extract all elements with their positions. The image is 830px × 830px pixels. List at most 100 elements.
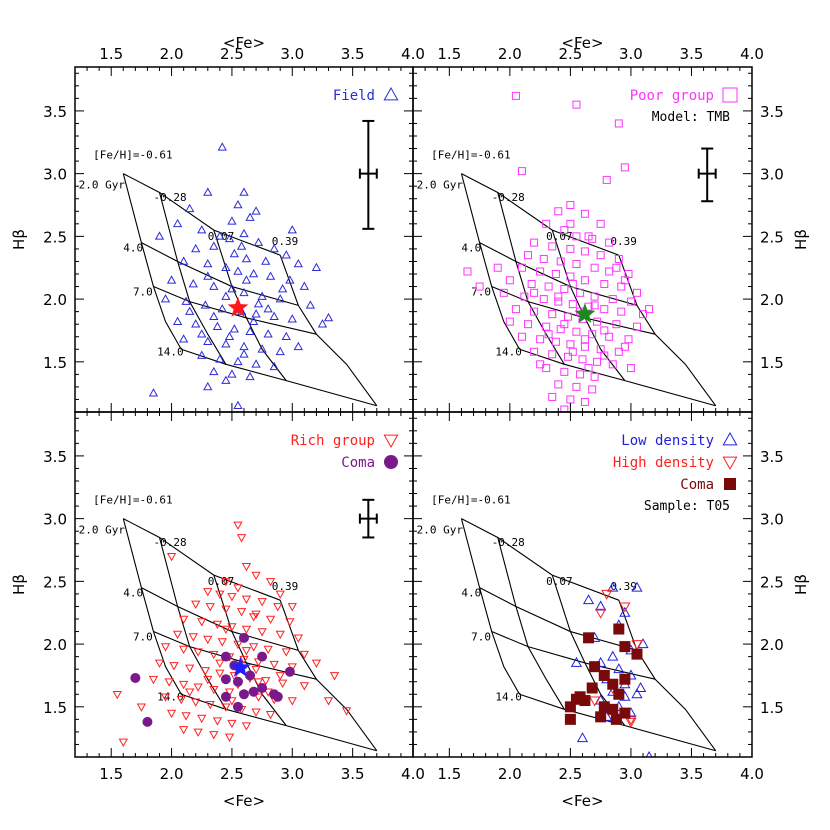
x-tick-label: 4.0 (401, 45, 425, 63)
data-point (580, 276, 589, 285)
data-point (560, 226, 569, 235)
data-point (293, 258, 303, 268)
data-point (197, 714, 207, 724)
data-point (564, 713, 576, 725)
x-axis-title-bottom-right: <Fe> (561, 792, 603, 810)
data-point (493, 263, 502, 272)
metallicity-label: [Fe/H]=-0.61 (431, 494, 510, 507)
data-point (221, 262, 231, 272)
data-point (257, 683, 268, 693)
y-tick-label: 2.0 (43, 636, 67, 654)
data-point (220, 674, 231, 685)
x-tick-label: 2.5 (220, 765, 244, 783)
data-point (287, 225, 297, 234)
age-line (141, 242, 299, 306)
legend-marker (722, 87, 738, 103)
data-point (203, 588, 213, 597)
panel-t05: [Fe/H]=-0.61-0.280.07 0.392.0 Gyr4.07.014… (412, 411, 810, 783)
y-tick-label: 1.5 (43, 699, 67, 717)
data-point (568, 347, 577, 356)
data-point (539, 254, 548, 263)
data-point (600, 351, 609, 360)
data-point (263, 329, 273, 338)
data-point (635, 681, 647, 692)
data-point (617, 307, 626, 316)
data-point (277, 679, 288, 689)
data-point (602, 175, 611, 184)
data-point (631, 648, 643, 660)
data-point (212, 717, 223, 726)
data-point (645, 305, 654, 314)
data-point (249, 268, 259, 278)
data-point (215, 231, 225, 240)
data-point (193, 648, 203, 657)
data-point (191, 243, 201, 253)
data-point (154, 231, 165, 240)
series-coma (130, 632, 295, 727)
data-point (188, 633, 198, 642)
data-point (241, 563, 252, 572)
data-point (619, 673, 631, 685)
metallicity-label: 0.07 (208, 575, 235, 588)
data-point (463, 267, 472, 276)
data-point (590, 292, 599, 301)
data-point (233, 266, 243, 275)
data-point (299, 650, 310, 660)
age-line (153, 286, 317, 335)
age-label: 7.0 (471, 285, 491, 298)
data-point (576, 370, 585, 379)
data-point (178, 256, 189, 265)
data-point (263, 645, 273, 655)
data-point (227, 216, 237, 225)
data-point (245, 371, 255, 381)
data-point (221, 578, 231, 587)
x-tick-label: 2.5 (220, 45, 244, 63)
data-point (524, 320, 533, 329)
data-point (517, 167, 526, 176)
data-point (626, 297, 635, 306)
data-point (229, 248, 239, 258)
data-point (178, 680, 189, 690)
data-point (517, 332, 526, 341)
age-label: 2.0 Gyr (417, 179, 464, 192)
data-point (253, 678, 264, 687)
data-point (560, 405, 569, 412)
data-point (548, 242, 557, 251)
data-point (605, 332, 614, 341)
x-tick-label: 3.5 (341, 765, 365, 783)
data-point (227, 369, 237, 378)
data-point (548, 350, 557, 359)
legend-marker (383, 86, 399, 101)
y-tick-label: 1.5 (43, 354, 67, 372)
data-point (614, 119, 623, 128)
data-point (275, 590, 285, 599)
mean-star-marker (227, 296, 249, 317)
data-point (511, 305, 520, 314)
data-point (323, 697, 334, 706)
data-point (209, 241, 219, 250)
age-line (153, 631, 317, 680)
data-point (221, 375, 231, 384)
age-line (491, 631, 656, 680)
mean-star-marker (229, 656, 251, 677)
y-tick-label: 2.0 (760, 291, 784, 309)
data-point (178, 615, 189, 625)
y-tick-label: 3.5 (43, 448, 67, 466)
data-point (245, 212, 255, 221)
data-point (209, 311, 219, 320)
data-point (229, 672, 239, 681)
x-axis-title-top-right: <Fe> (561, 34, 603, 52)
data-point (281, 331, 291, 341)
data-point (249, 316, 259, 325)
data-point (631, 581, 643, 592)
model-grid: [Fe/H]=-0.61 -0.28 0.07 0.39 2.0 Gyr 4.0 7.0 14… (417, 149, 717, 407)
data-point (542, 219, 551, 228)
data-point (239, 655, 249, 665)
x-tick-label: 2.5 (558, 765, 582, 783)
x-tick-label: 3.5 (341, 45, 365, 63)
data-point (548, 392, 557, 401)
data-point (560, 285, 569, 294)
data-point (227, 623, 237, 632)
data-point (275, 294, 285, 303)
